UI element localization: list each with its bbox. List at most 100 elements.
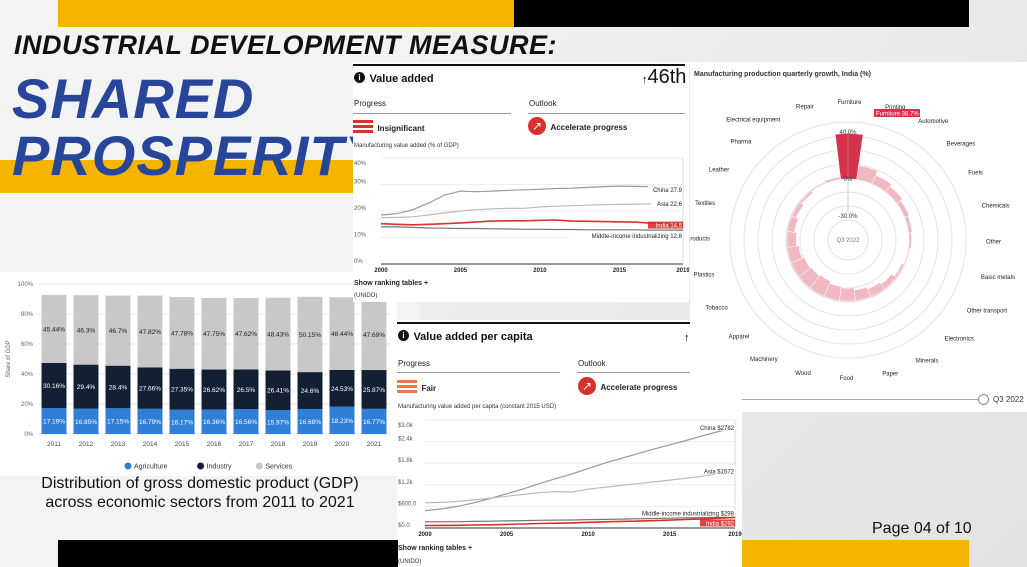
- vapc-title: Value added per capita: [413, 331, 533, 343]
- subtitle-line1: SHARED: [12, 67, 255, 130]
- plus-icon: +: [468, 545, 473, 552]
- bar-data-label: 16.56%: [235, 419, 257, 426]
- bar-segment: [201, 409, 227, 434]
- category-label: Plastics: [694, 272, 715, 278]
- show-ranking-tables-link[interactable]: Show ranking tables +: [354, 280, 428, 287]
- x-tick-label: 2015: [175, 441, 190, 448]
- show-ranking-tables-link[interactable]: Show ranking tables +: [398, 545, 472, 552]
- bar-data-label: 25.87%: [363, 387, 385, 394]
- y-tick-label: $1.8k: [398, 458, 414, 464]
- period-slider[interactable]: Q3 2022: [742, 392, 1027, 408]
- category-label: Chemicals: [982, 204, 1010, 210]
- top-black-bar: [514, 0, 969, 27]
- end-label-bg: [568, 232, 683, 240]
- radial-bar: [790, 257, 811, 278]
- gdp-stacked-bar-chart: 0% 20% 40% 60% 80% 100% Share of GDP 17.19% 30.1…: [6, 282, 390, 471]
- bar-segment: [137, 408, 163, 434]
- category-label: Automotive: [918, 119, 949, 125]
- x-tick-label: 2011: [47, 441, 61, 448]
- series-end-label: China $2782: [700, 426, 735, 432]
- bar-segment: [361, 370, 387, 409]
- bar-segment: [41, 408, 67, 434]
- x-tick-label: 2016: [207, 441, 222, 448]
- series-line: [380, 185, 684, 216]
- gdp-caption: Distribution of gross domestic product (…: [41, 475, 359, 511]
- series-line: [380, 203, 684, 219]
- outlook-value: Accelerate progress: [550, 123, 628, 133]
- y-tick-label: 60%: [21, 342, 34, 348]
- bar-segment: [233, 297, 259, 370]
- category-label: Other: [986, 240, 1001, 246]
- series-line: [424, 516, 736, 527]
- bar-data-label: 26.62%: [203, 387, 225, 394]
- progress-indicator: Fair: [397, 378, 436, 396]
- x-tick-label: 2019: [728, 532, 742, 536]
- x-tick-label: 2000: [374, 268, 388, 272]
- x-tick-label: 2021: [367, 441, 382, 448]
- panel-top-rule: [397, 322, 739, 324]
- category-label: Fuels: [968, 170, 983, 176]
- radial-growth-chart: Furniture Printing Automotive Beverages Fuel…: [690, 100, 1015, 382]
- category-label: Printing: [885, 105, 905, 111]
- x-tick-label: 2013: [111, 441, 126, 448]
- x-tick-label: 2019: [303, 441, 318, 448]
- bar-data-label: 47.69%: [363, 332, 385, 339]
- slider-label: Q3 2022: [993, 395, 1024, 404]
- ring: [827, 219, 869, 261]
- x-tick-label: 2000: [418, 532, 432, 536]
- bar-segment: [41, 294, 67, 363]
- bar-data-label: 16.77%: [363, 419, 385, 426]
- bar-data-label: 45.44%: [43, 326, 65, 333]
- legend-marker: [124, 462, 132, 470]
- bar-segment: [361, 408, 387, 434]
- x-tick-label: 2017: [239, 441, 254, 448]
- bar-segment: [169, 297, 195, 369]
- value-added-header: i Value added: [354, 69, 434, 87]
- va-chart-title: Manufacturing value added (% of GDP): [354, 143, 459, 149]
- info-icon[interactable]: i: [398, 330, 409, 342]
- bar-segment: [297, 296, 323, 373]
- bar-data-label: 16.85%: [75, 419, 97, 426]
- end-label-bg: [700, 467, 735, 475]
- category-label: Apparel: [729, 335, 750, 341]
- va-source: (UNIDO): [354, 293, 378, 299]
- y-tick-label: $1.2k: [398, 480, 414, 486]
- category-label: Pharma: [730, 139, 752, 145]
- radial-bar: [908, 232, 912, 250]
- category-label: Electrical equipment: [726, 118, 780, 124]
- bar-data-label: 30.16%: [43, 383, 65, 390]
- bar-data-label: 17.19%: [43, 419, 65, 426]
- value-added-line-chart: 0% 10% 20% 30% 40% 2000 2005 2010 2015 2019 China …: [354, 157, 689, 272]
- rank-up-arrow-icon: ↑: [642, 74, 648, 86]
- y-tick-label: 100%: [18, 282, 34, 288]
- series-end-label: Middle-income industrializing 12.8: [592, 234, 683, 240]
- progress-value: Insignificant: [377, 124, 425, 133]
- slider-track[interactable]: [742, 399, 978, 400]
- y-tick-label: 20%: [21, 402, 34, 408]
- center-period: Q3 2022: [836, 238, 860, 244]
- y-tick-label: 20%: [354, 206, 367, 212]
- bar-segment: [265, 370, 291, 411]
- category-label: Paper: [882, 372, 898, 378]
- bar-data-label: 26.5%: [237, 387, 256, 394]
- show-rankings-text: Show ranking tables: [354, 280, 423, 287]
- category-label: Wood: [795, 371, 811, 377]
- x-tick-label: 2010: [533, 268, 547, 272]
- y-tick-label: 10%: [354, 233, 367, 239]
- bar-segment: [73, 295, 99, 365]
- radial-bar: [798, 267, 821, 289]
- bar-segment: [297, 372, 323, 409]
- bar-segment: [137, 295, 163, 368]
- highlight-bg: [874, 109, 920, 117]
- radial-bar: [791, 201, 804, 219]
- outlook-label: Outlook: [578, 359, 606, 368]
- y-tick-label: 0%: [24, 432, 33, 438]
- info-icon[interactable]: i: [354, 72, 365, 84]
- slider-handle[interactable]: [978, 394, 989, 405]
- bar-segment: [73, 364, 99, 409]
- x-tick-label: 2010: [581, 532, 595, 536]
- end-label-bg: [620, 509, 735, 517]
- y-tick-label: $0.0: [398, 523, 410, 529]
- mid-yellow-bar: [0, 160, 353, 193]
- bar-data-label: 47.78%: [171, 330, 193, 337]
